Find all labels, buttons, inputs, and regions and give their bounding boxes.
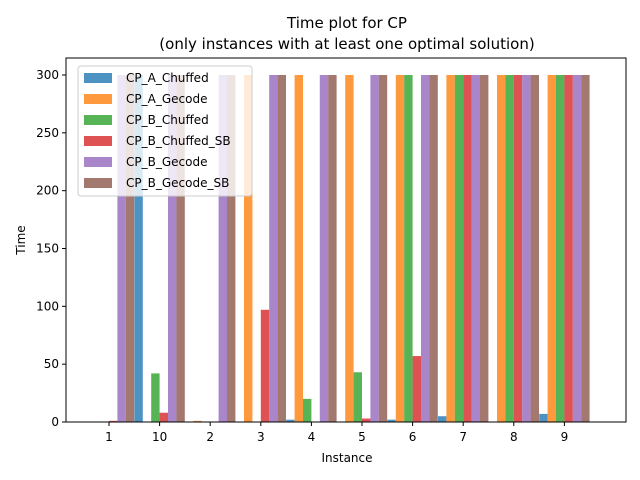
bar-CP_B_Gecode_SB-3: [277, 75, 286, 422]
bar-CP_B_Chuffed_SB-8: [513, 75, 523, 422]
bar-CP_B_Gecode_SB-2: [227, 75, 236, 422]
legend-swatch: [84, 178, 112, 188]
bar-CP_B_Chuffed_SB-5: [362, 418, 371, 422]
legend-label: CP_A_Chuffed: [126, 71, 209, 85]
bar-CP_B_Gecode-8: [522, 75, 531, 422]
bar-CP_A_Gecode-7: [446, 75, 455, 422]
bar-CP_B_Chuffed-5: [353, 372, 362, 422]
bar-CP_B_Gecode_SB-8: [530, 75, 539, 422]
legend: CP_A_Chuffed CP_A_Gecode CP_B_Chuffed CP_B_…: [77, 65, 253, 197]
bar-CP_B_Gecode-6: [421, 75, 430, 422]
bar-CP_B_Chuffed_SB-6: [412, 356, 421, 422]
bar-CP_B_Gecode-4: [319, 75, 329, 422]
bar-CP_A_Gecode-8: [497, 75, 506, 422]
bar-CP_B_Gecode_SB-1: [125, 75, 135, 422]
bar-CP_B_Chuffed_SB-9: [564, 75, 573, 422]
bar-CP_B_Gecode_SB-7: [480, 75, 489, 422]
bar-CP_A_Gecode-5: [345, 75, 354, 422]
legend-box: [77, 65, 253, 197]
bar-CP_B_Gecode_SB-6: [429, 75, 438, 422]
bar-CP_B_Gecode_SB-9: [581, 75, 590, 422]
legend-swatch: [84, 157, 112, 167]
bar-CP_A_Gecode-4: [294, 75, 303, 422]
y-tick-label: 200: [36, 184, 59, 198]
bar-CP_A_Chuffed-7: [438, 416, 447, 422]
bar-CP_A_Gecode-6: [395, 75, 405, 422]
y-tick-label: 50: [44, 357, 59, 371]
x-axis-label: Instance: [321, 451, 372, 465]
bar-CP_A_Chuffed-4: [286, 419, 295, 422]
x-tick-label: 4: [308, 430, 316, 444]
bar-CP_B_Gecode-1: [117, 75, 126, 422]
plot-frame: [65, 57, 627, 423]
y-tick-label: 100: [36, 299, 59, 313]
bar-CP_B_Chuffed-7: [454, 75, 464, 422]
bar-CP_B_Chuffed-4: [303, 398, 312, 422]
chart-subtitle: (only instances with at least one optima…: [159, 35, 534, 53]
legend-label: CP_B_Gecode: [126, 155, 207, 169]
y-tick-label: 250: [36, 126, 59, 140]
bar-CP_B_Chuffed-10: [151, 373, 160, 422]
bar-CP_B_Chuffed_SB-7: [463, 75, 472, 422]
bar-CP_A_Chuffed-9: [539, 413, 548, 422]
x-tick-label: 8: [510, 430, 518, 444]
x-tick-label: 6: [409, 430, 417, 444]
x-tick-label: 7: [459, 430, 467, 444]
bar-CP_B_Gecode-3: [269, 75, 278, 422]
bar-CP_B_Chuffed-9: [556, 75, 565, 422]
legend-label: CP_B_Chuffed_SB: [126, 134, 231, 148]
bar-CP_B_Chuffed-6: [404, 75, 413, 422]
x-tick-label: 2: [206, 430, 214, 444]
bar-CP_B_Chuffed_SB-10: [159, 412, 168, 422]
bar-CP_B_Chuffed_SB-3: [260, 309, 270, 422]
legend-swatch: [84, 94, 112, 104]
bar-CP_B_Gecode_SB-4: [328, 75, 337, 422]
bar-CP_B_Chuffed_SB-1: [109, 420, 118, 422]
bar-CP_A_Gecode-2: [193, 420, 202, 422]
y-axis-label: Time: [14, 225, 28, 255]
bar-CP_A_Gecode-9: [547, 75, 556, 422]
legend-label: CP_A_Gecode: [126, 92, 207, 106]
bar-CP_B_Gecode-2: [218, 75, 227, 422]
bars-group: [109, 75, 590, 422]
bar-CP_A_Chuffed-6: [387, 419, 396, 422]
bar-CP_B_Gecode_SB-5: [378, 75, 388, 422]
legend-swatch: [84, 73, 112, 83]
y-tick-label: 150: [36, 242, 59, 256]
x-tick-label: 5: [358, 430, 366, 444]
y-tick-label: 0: [51, 415, 59, 429]
legend-swatch: [84, 136, 112, 146]
x-tick-label: 10: [152, 430, 167, 444]
bar-CP_B_Gecode-9: [572, 75, 582, 422]
y-axis: 0 50 100 150 200 250 300: [36, 68, 66, 429]
y-tick-label: 300: [36, 68, 59, 82]
bar-CP_B_Gecode-10: [168, 75, 177, 422]
bar-CP_B_Gecode-7: [471, 75, 480, 422]
x-tick-label: 9: [561, 430, 569, 444]
bar-CP_B_Chuffed-8: [505, 75, 514, 422]
legend-label: CP_B_Chuffed: [126, 113, 209, 127]
x-tick-label: 3: [257, 430, 265, 444]
legend-swatch: [84, 115, 112, 125]
bar-CP_A_Chuffed-10: [134, 75, 143, 422]
legend-label: CP_B_Gecode_SB: [126, 176, 229, 190]
bar-CP_B_Gecode-5: [370, 75, 379, 422]
bar-CP_B_Gecode_SB-10: [176, 75, 185, 422]
x-tick-label: 1: [105, 430, 113, 444]
chart-title: Time plot for CP: [286, 14, 407, 32]
x-axis: 1 10 2 3 4 5 6 7 8 9: [105, 422, 568, 444]
bar-CP_A_Gecode-3: [244, 75, 253, 422]
